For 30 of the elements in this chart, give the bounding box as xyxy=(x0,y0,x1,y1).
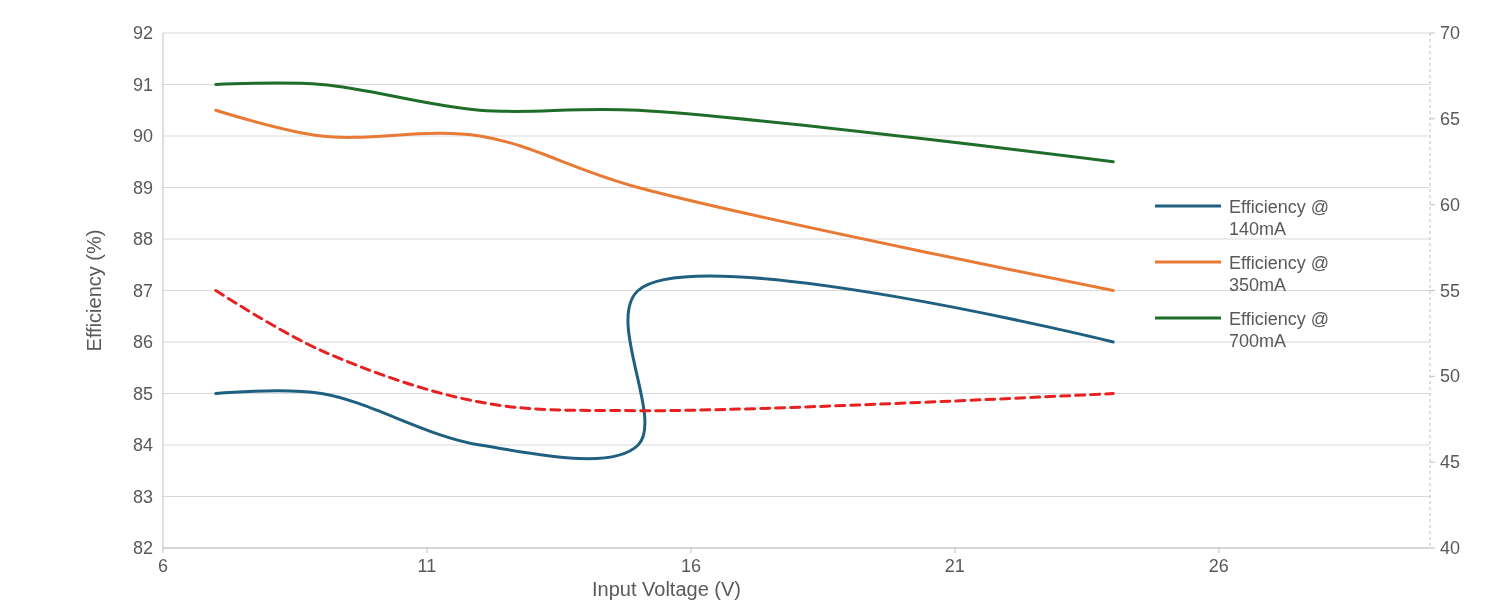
x-tick-label: 21 xyxy=(944,556,965,576)
y-tick-label: 86 xyxy=(132,332,153,352)
legend-label: Efficiency @ 700mA xyxy=(1229,309,1329,351)
y-tick-label: 92 xyxy=(132,23,153,43)
y2-tick-label: 50 xyxy=(1440,366,1461,387)
x-axis-title: Input Voltage (V) xyxy=(592,578,741,600)
y-tick-label: 82 xyxy=(132,538,153,558)
line-series xyxy=(214,289,1115,413)
line-series xyxy=(214,108,1115,292)
y2-tick-label: 55 xyxy=(1440,280,1461,301)
y-axis-title: Efficiency (%) xyxy=(83,229,105,352)
y2-tick-label: 45 xyxy=(1440,452,1461,473)
legend-label: Efficiency @ 140mA xyxy=(1229,197,1329,239)
x-tick-label: 11 xyxy=(417,556,437,576)
legend-label: Efficiency @ 350mA xyxy=(1229,253,1329,295)
y-tick-label: 89 xyxy=(132,177,153,198)
y-tick-label: 83 xyxy=(132,486,153,507)
x-tick-label: 16 xyxy=(680,556,701,576)
y-tick-label: 88 xyxy=(132,229,153,249)
y2-tick-label: 65 xyxy=(1440,108,1461,129)
y-tick-label: 84 xyxy=(132,435,153,455)
y-tick-label: 90 xyxy=(132,126,153,146)
x-tick-label: 26 xyxy=(1208,556,1229,576)
x-tick-label: 6 xyxy=(157,556,169,576)
y-tick-label: 87 xyxy=(132,280,153,301)
y-tick-label: 91 xyxy=(132,74,153,95)
y2-tick-label: 60 xyxy=(1440,194,1461,215)
y-tick-label: 85 xyxy=(132,383,153,404)
y2-tick-label: 70 xyxy=(1440,23,1461,43)
y2-tick-label: 40 xyxy=(1440,538,1461,558)
